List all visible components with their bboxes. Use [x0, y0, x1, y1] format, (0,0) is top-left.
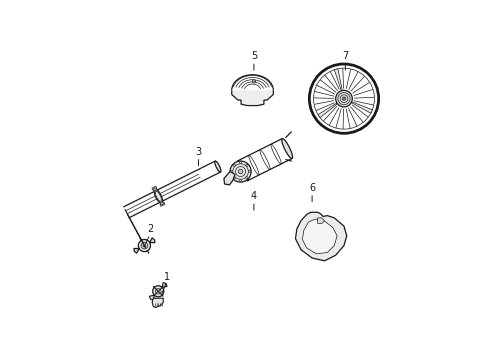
Polygon shape	[224, 172, 235, 185]
Polygon shape	[295, 212, 347, 261]
Polygon shape	[149, 238, 155, 243]
Ellipse shape	[215, 161, 221, 172]
Circle shape	[240, 179, 242, 181]
Ellipse shape	[155, 191, 161, 201]
Text: 1: 1	[164, 271, 170, 282]
Polygon shape	[149, 295, 154, 300]
Polygon shape	[160, 202, 165, 206]
Circle shape	[233, 164, 235, 166]
Text: 7: 7	[342, 51, 348, 61]
Text: 2: 2	[147, 225, 153, 234]
Circle shape	[231, 170, 233, 173]
Polygon shape	[152, 298, 163, 307]
Polygon shape	[350, 101, 372, 113]
Polygon shape	[318, 218, 324, 223]
Polygon shape	[302, 219, 337, 254]
Text: 5: 5	[251, 51, 257, 61]
Polygon shape	[134, 248, 139, 253]
Circle shape	[143, 244, 146, 247]
Circle shape	[343, 97, 345, 100]
Circle shape	[161, 202, 163, 205]
Circle shape	[233, 177, 235, 179]
Circle shape	[153, 188, 156, 190]
Circle shape	[246, 164, 248, 166]
Circle shape	[238, 169, 243, 174]
Circle shape	[252, 80, 256, 83]
Ellipse shape	[282, 139, 293, 158]
Polygon shape	[162, 283, 167, 287]
Ellipse shape	[154, 189, 163, 203]
Text: 4: 4	[251, 191, 257, 201]
Circle shape	[153, 286, 164, 297]
Circle shape	[240, 162, 242, 164]
Polygon shape	[152, 186, 157, 190]
Polygon shape	[232, 90, 273, 105]
Polygon shape	[334, 69, 343, 92]
Circle shape	[230, 161, 251, 182]
Polygon shape	[318, 102, 339, 118]
Circle shape	[138, 239, 150, 252]
Ellipse shape	[237, 161, 248, 181]
Text: 6: 6	[309, 183, 315, 193]
Circle shape	[248, 170, 250, 173]
Circle shape	[246, 177, 248, 179]
Text: 3: 3	[196, 147, 201, 157]
Circle shape	[336, 90, 352, 107]
